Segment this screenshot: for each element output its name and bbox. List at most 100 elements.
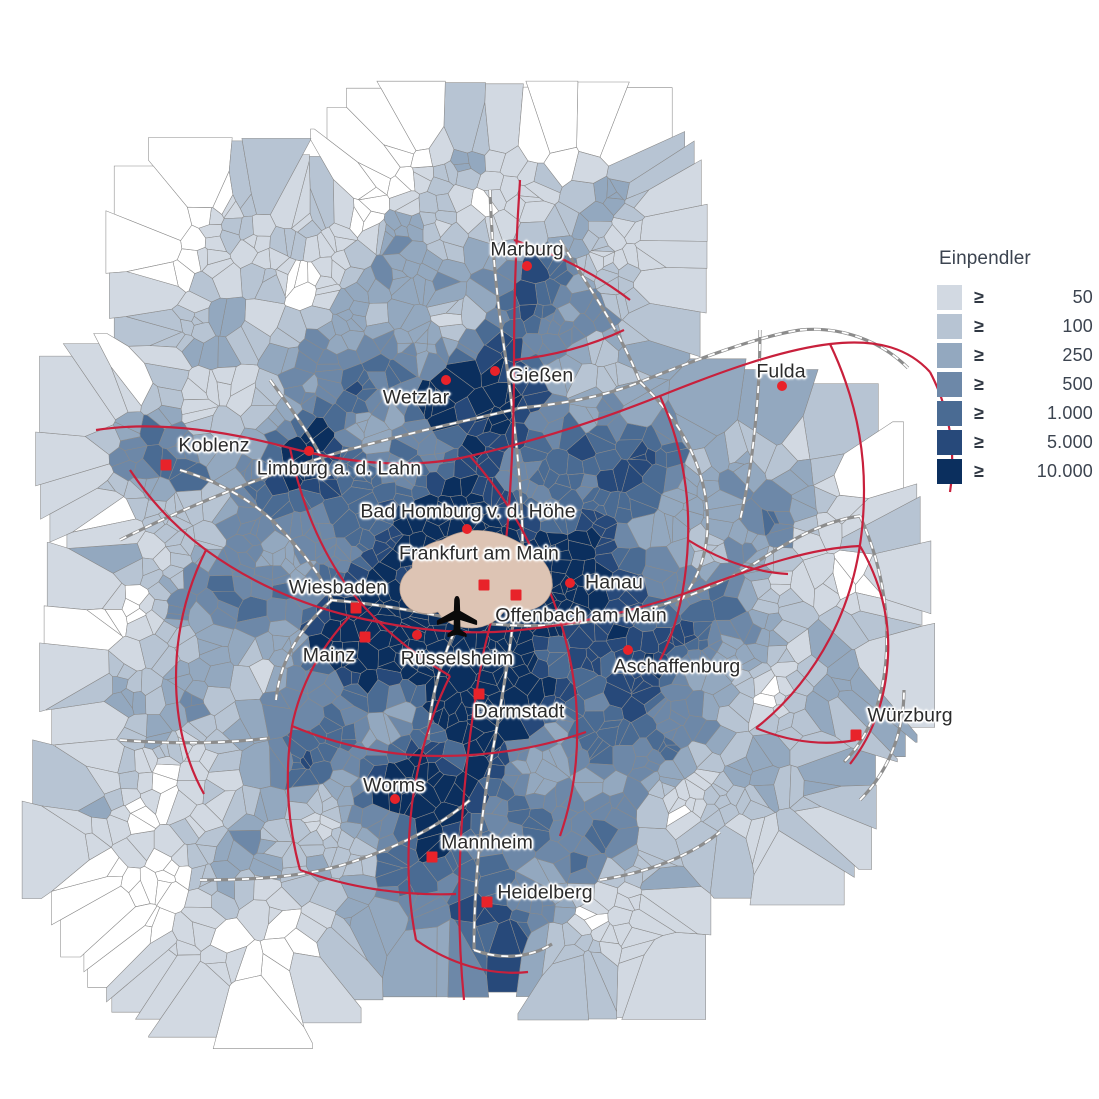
municipality-area[interactable] bbox=[595, 726, 619, 748]
municipality-area[interactable] bbox=[563, 509, 582, 535]
municipality-area[interactable] bbox=[692, 798, 708, 819]
municipality-area[interactable] bbox=[151, 772, 178, 794]
municipality-area[interactable] bbox=[331, 259, 346, 286]
municipality-area[interactable] bbox=[269, 225, 288, 257]
municipality-area[interactable] bbox=[687, 740, 713, 768]
municipality-area[interactable] bbox=[316, 823, 333, 842]
municipality-area[interactable] bbox=[291, 212, 313, 233]
municipality-area[interactable] bbox=[120, 688, 134, 709]
municipality-area[interactable] bbox=[136, 771, 154, 795]
municipality-area[interactable] bbox=[157, 386, 184, 410]
municipality-area[interactable] bbox=[242, 533, 262, 547]
municipality-area[interactable] bbox=[619, 379, 671, 428]
municipality-area[interactable] bbox=[534, 529, 552, 552]
municipality-area[interactable] bbox=[367, 679, 390, 714]
municipality-area[interactable] bbox=[272, 634, 290, 652]
municipality-area[interactable] bbox=[467, 501, 493, 516]
municipality-area[interactable] bbox=[255, 417, 279, 435]
municipality-area[interactable] bbox=[755, 627, 771, 648]
municipality-area[interactable] bbox=[412, 273, 426, 306]
municipality-area[interactable] bbox=[622, 672, 636, 693]
municipality-area[interactable] bbox=[410, 148, 433, 169]
municipality-area[interactable] bbox=[484, 83, 524, 154]
municipality-area[interactable] bbox=[126, 261, 179, 287]
municipality-area[interactable] bbox=[399, 679, 418, 704]
municipality-area[interactable] bbox=[361, 210, 386, 232]
municipality-area[interactable] bbox=[154, 620, 178, 644]
municipality-area[interactable] bbox=[221, 217, 243, 236]
municipality-area[interactable] bbox=[524, 460, 543, 480]
municipality-area[interactable] bbox=[582, 557, 597, 576]
municipality-area[interactable] bbox=[383, 208, 402, 231]
municipality-area[interactable] bbox=[444, 160, 459, 186]
municipality-area[interactable] bbox=[548, 743, 571, 778]
municipality-area[interactable] bbox=[641, 662, 653, 674]
municipality-area[interactable] bbox=[409, 728, 427, 750]
municipality-area[interactable] bbox=[389, 190, 420, 212]
municipality-area[interactable] bbox=[629, 498, 659, 520]
municipality-area[interactable] bbox=[621, 695, 648, 723]
municipality-area[interactable] bbox=[604, 826, 640, 859]
municipality-area[interactable] bbox=[188, 270, 221, 303]
municipality-area[interactable] bbox=[575, 486, 594, 501]
municipality-area[interactable] bbox=[546, 319, 562, 336]
municipality-area[interactable] bbox=[271, 573, 293, 586]
municipality-area[interactable] bbox=[601, 262, 620, 275]
municipality-area[interactable] bbox=[41, 805, 93, 835]
municipality-area[interactable] bbox=[512, 638, 535, 656]
municipality-area[interactable] bbox=[727, 462, 745, 473]
municipality-area[interactable] bbox=[523, 181, 561, 205]
municipality-area[interactable] bbox=[353, 715, 371, 743]
municipality-area[interactable] bbox=[446, 712, 460, 729]
municipality-area[interactable] bbox=[475, 344, 503, 376]
municipality-area[interactable] bbox=[694, 768, 721, 786]
municipality-area[interactable] bbox=[497, 740, 511, 767]
municipality-area[interactable] bbox=[531, 635, 550, 651]
municipality-area[interactable] bbox=[228, 829, 261, 856]
municipality-area[interactable] bbox=[393, 652, 409, 671]
municipality-area[interactable] bbox=[379, 230, 395, 256]
municipality-area[interactable] bbox=[803, 780, 842, 797]
municipality-area[interactable] bbox=[459, 689, 483, 710]
municipality-area[interactable] bbox=[775, 807, 855, 878]
municipality-area[interactable] bbox=[303, 457, 319, 481]
municipality-area[interactable] bbox=[638, 893, 699, 935]
municipality-area[interactable] bbox=[333, 559, 352, 574]
municipality-area[interactable] bbox=[426, 508, 451, 527]
municipality-area[interactable] bbox=[140, 667, 164, 696]
municipality-area[interactable] bbox=[609, 791, 626, 809]
municipality-area[interactable] bbox=[391, 425, 420, 451]
municipality-area[interactable] bbox=[326, 107, 401, 179]
municipality-area[interactable] bbox=[124, 797, 147, 814]
municipality-area[interactable] bbox=[322, 402, 347, 434]
municipality-area[interactable] bbox=[427, 762, 441, 782]
municipality-area[interactable] bbox=[549, 257, 568, 281]
municipality-area[interactable] bbox=[242, 234, 258, 249]
municipality-area[interactable] bbox=[212, 974, 313, 1049]
municipality-area[interactable] bbox=[370, 392, 392, 423]
municipality-area[interactable] bbox=[387, 298, 415, 330]
municipality-area[interactable] bbox=[324, 641, 343, 671]
municipality-area[interactable] bbox=[417, 661, 436, 678]
municipality-area[interactable] bbox=[304, 820, 321, 833]
municipality-area[interactable] bbox=[156, 756, 182, 766]
municipality-area[interactable] bbox=[293, 576, 317, 594]
municipality-area[interactable] bbox=[776, 647, 796, 663]
municipality-area[interactable] bbox=[130, 805, 161, 829]
municipality-area[interactable] bbox=[361, 353, 391, 373]
municipality-area[interactable] bbox=[662, 727, 678, 741]
municipality-area[interactable] bbox=[188, 657, 211, 682]
municipality-area[interactable] bbox=[579, 200, 614, 222]
municipality-area[interactable] bbox=[125, 614, 154, 641]
municipality-area[interactable] bbox=[436, 461, 455, 481]
municipality-area[interactable] bbox=[749, 765, 780, 786]
municipality-area[interactable] bbox=[720, 654, 743, 683]
municipality-area[interactable] bbox=[234, 452, 253, 474]
municipality-area[interactable] bbox=[289, 952, 362, 1024]
municipality-area[interactable] bbox=[632, 737, 654, 758]
municipality-area[interactable] bbox=[237, 551, 256, 570]
municipality-area[interactable] bbox=[594, 504, 608, 516]
municipality-area[interactable] bbox=[328, 222, 358, 241]
municipality-area[interactable] bbox=[579, 898, 609, 915]
municipality-area[interactable] bbox=[170, 552, 193, 569]
